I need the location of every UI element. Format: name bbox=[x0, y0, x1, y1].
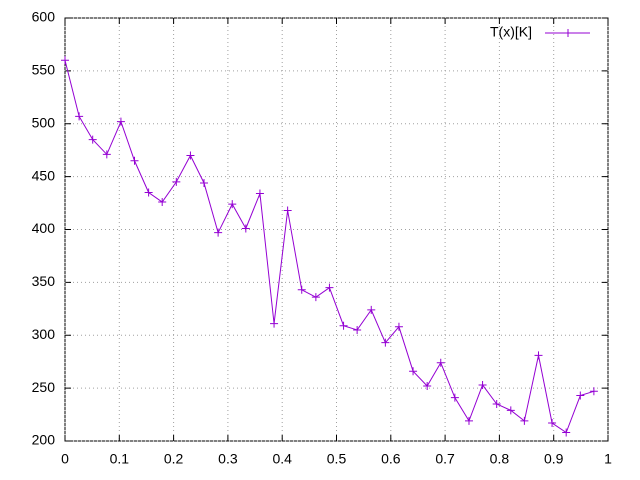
x-tick-label: 0.7 bbox=[435, 451, 455, 467]
data-point bbox=[102, 150, 111, 159]
data-point bbox=[241, 224, 250, 233]
plot-frame bbox=[64, 17, 609, 442]
data-point bbox=[61, 56, 69, 65]
y-tick-label: 600 bbox=[32, 9, 56, 25]
x-tick-label: 0.3 bbox=[218, 451, 238, 467]
x-tick-label: 0.6 bbox=[381, 451, 401, 467]
data-point bbox=[576, 391, 585, 400]
y-tick-label: 500 bbox=[32, 114, 56, 130]
y-tick-label: 250 bbox=[32, 379, 56, 395]
data-point bbox=[353, 325, 362, 334]
data-point bbox=[311, 293, 320, 302]
data-point bbox=[186, 151, 195, 160]
data-point bbox=[520, 416, 529, 425]
x-tick-label: 0.5 bbox=[327, 451, 347, 467]
data-point bbox=[534, 351, 543, 360]
data-point bbox=[589, 387, 598, 396]
data-point bbox=[548, 419, 557, 428]
data-point bbox=[562, 428, 571, 437]
data-point bbox=[450, 393, 459, 402]
data-point bbox=[283, 206, 292, 215]
x-tick-label: 0.1 bbox=[110, 451, 130, 467]
data-point bbox=[436, 358, 445, 367]
data-point bbox=[116, 117, 125, 126]
data-point bbox=[228, 200, 237, 209]
data-point bbox=[130, 156, 139, 165]
data-point bbox=[464, 416, 473, 425]
legend-label: T(x)[K] bbox=[490, 24, 532, 40]
y-tick-label: 450 bbox=[32, 167, 56, 183]
data-point bbox=[506, 406, 515, 415]
data-point bbox=[270, 319, 279, 328]
y-tick-label: 350 bbox=[32, 273, 56, 289]
data-point bbox=[367, 305, 376, 314]
x-tick-label: 0.2 bbox=[164, 451, 184, 467]
data-point bbox=[423, 382, 432, 391]
data-point bbox=[297, 285, 306, 294]
data-point bbox=[325, 283, 334, 292]
data-point bbox=[394, 322, 403, 331]
x-tick-label: 0.9 bbox=[544, 451, 564, 467]
data-point bbox=[492, 399, 501, 408]
legend-marker bbox=[564, 29, 572, 37]
data-point bbox=[409, 367, 418, 376]
x-tick-label: 0.4 bbox=[272, 451, 292, 467]
data-point bbox=[158, 198, 167, 207]
data-point bbox=[200, 178, 209, 187]
data-point bbox=[339, 321, 348, 330]
data-point bbox=[144, 188, 153, 197]
y-tick-label: 200 bbox=[32, 432, 56, 448]
data-point bbox=[255, 189, 264, 198]
data-point bbox=[88, 135, 97, 144]
y-tick-label: 550 bbox=[32, 62, 56, 78]
data-point bbox=[478, 380, 487, 389]
data-point bbox=[214, 228, 223, 237]
y-tick-label: 300 bbox=[32, 326, 56, 342]
data-point bbox=[381, 338, 390, 347]
data-point bbox=[172, 177, 181, 186]
x-tick-label: 0 bbox=[61, 451, 69, 467]
data-line bbox=[64, 60, 595, 434]
x-tick-label: 1 bbox=[604, 451, 612, 467]
y-tick-label: 400 bbox=[32, 220, 56, 236]
data-point bbox=[75, 112, 84, 121]
x-tick-label: 0.8 bbox=[490, 451, 510, 467]
